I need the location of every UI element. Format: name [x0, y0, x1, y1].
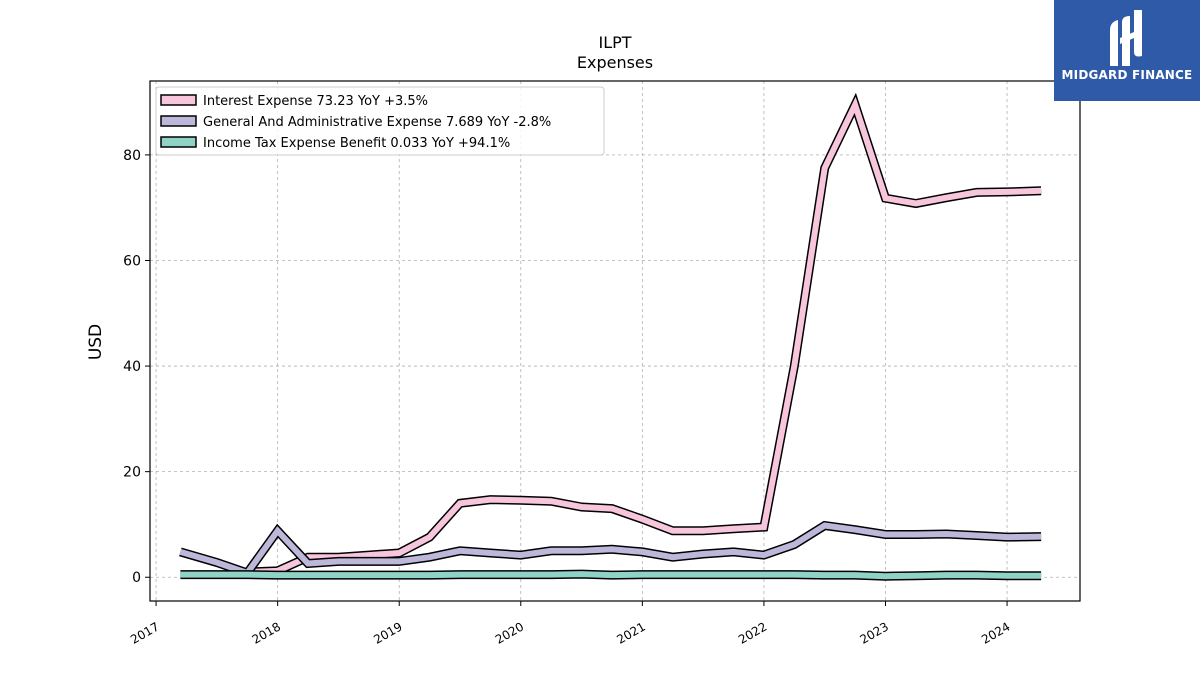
legend-label: Income Tax Expense Benefit 0.033 YoY +94…: [203, 136, 510, 151]
grid-lines: [150, 81, 1080, 601]
legend-swatch: [160, 115, 197, 127]
chart-subtitle: Expenses: [577, 53, 653, 72]
midgard-h-logo-icon: [1110, 10, 1142, 66]
x-tick-label: 2020: [493, 619, 526, 646]
x-tick-label: 2024: [979, 619, 1012, 646]
x-tick-label: 2019: [371, 619, 404, 646]
brand-logo: MIDGARD FINANCE: [1054, 0, 1200, 101]
y-tick-label: 20: [123, 465, 141, 481]
y-tick-label: 40: [123, 359, 141, 375]
chart-title: ILPT: [598, 33, 631, 52]
legend-box: [155, 86, 605, 156]
x-tick-label: 2018: [250, 619, 283, 646]
x-tick-label: 2022: [736, 619, 769, 646]
x-tick-label: 2017: [128, 619, 161, 646]
series-line-0: [247, 96, 1042, 575]
y-tick-label: 60: [123, 253, 141, 269]
plot-frame: [149, 80, 1081, 602]
y-tick-label: 80: [123, 148, 141, 164]
series-outline-0: [247, 92, 1042, 577]
y-tick-label: 0: [132, 570, 141, 586]
x-tick-label: 2023: [858, 619, 891, 646]
legend-swatch: [160, 136, 197, 148]
brand-logo-text: MIDGARD FINANCE: [1061, 68, 1193, 82]
legend-label: General And Administrative Expense 7.689…: [203, 115, 551, 130]
legend: Interest Expense 73.23 YoY +3.5% General …: [155, 86, 605, 156]
y-axis-label: USD: [86, 324, 106, 360]
x-tick-label: 2021: [614, 619, 647, 646]
series-lines: [179, 92, 1042, 581]
y-axis-ticks: 0 20 40 60 80: [123, 148, 150, 586]
legend-swatch: [160, 94, 197, 106]
legend-label: Interest Expense 73.23 YoY +3.5%: [203, 94, 428, 109]
series-line-1: [179, 522, 1042, 577]
series-line-2: [180, 571, 1042, 580]
x-axis-ticks: 2017 2018 2019 2020 2021 2022 2023 2024: [128, 601, 1013, 647]
